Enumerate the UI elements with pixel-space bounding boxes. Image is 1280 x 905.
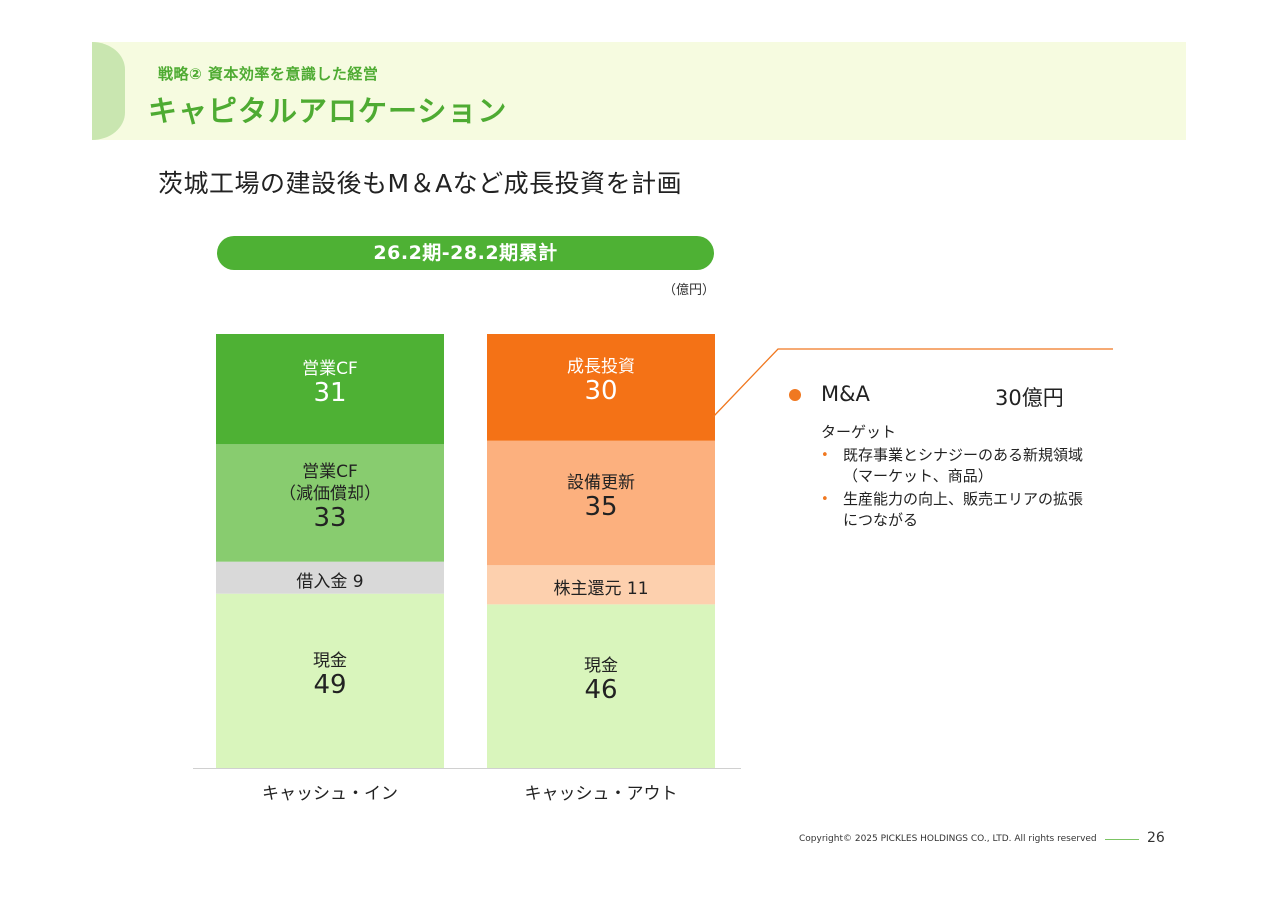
segment-value: 33 — [313, 502, 347, 533]
bar-segment — [216, 444, 444, 562]
bar-segment — [487, 334, 715, 441]
segment-name: 現金 — [584, 656, 618, 677]
ma-value: 30億円 — [995, 386, 1064, 410]
headline: 茨城工場の建設後もM＆Aなど成長投資を計画 — [158, 169, 683, 198]
bar-segment — [487, 604, 715, 768]
segment-value: 30 — [584, 376, 618, 407]
segment-name: 現金 — [313, 650, 347, 671]
segment-value: 46 — [584, 675, 618, 706]
target-item: 生産能力の向上、販売エリアの拡張 につながる — [843, 490, 1084, 529]
bar-segment — [487, 565, 715, 605]
target-bullet-icon: • — [821, 492, 829, 507]
segment-value: 35 — [584, 491, 618, 522]
segment-value: 49 — [313, 669, 347, 700]
bar-segment — [487, 440, 715, 566]
period-pill: 26.2期-28.2期累計 — [217, 236, 714, 270]
bar-segment — [216, 593, 444, 768]
segment-name: 営業CF （減価償却） — [279, 461, 381, 504]
ma-label: M&A — [821, 382, 870, 406]
segment-label: 借入金 9 — [296, 571, 364, 592]
bar-segment — [216, 334, 444, 445]
segment-name: 営業CF — [302, 359, 358, 380]
segment-name: 成長投資 — [567, 357, 635, 378]
target-label: ターゲット — [821, 423, 897, 441]
segment-label: 株主還元 11 — [553, 578, 649, 599]
header-accent-arc — [92, 42, 125, 140]
callout-connector — [713, 348, 1113, 418]
ma-bullet-icon — [789, 389, 801, 401]
page-number: 26 — [1147, 830, 1165, 846]
footer-divider — [1105, 839, 1139, 840]
category-label: キャッシュ・イン — [262, 784, 398, 804]
target-item: 既存事業とシナジーのある新規領域 （マーケット、商品） — [843, 446, 1084, 485]
header-band — [92, 42, 1186, 140]
section-subtitle: 戦略② 資本効率を意識した経営 — [158, 65, 379, 83]
footer-copyright: Copyright© 2025 PICKLES HOLDINGS CO., LT… — [799, 834, 1097, 844]
category-label: キャッシュ・アウト — [524, 784, 678, 804]
page-title: キャピタルアロケーション — [148, 94, 508, 128]
segment-name: 設備更新 — [567, 472, 635, 493]
target-bullet-icon: • — [821, 448, 829, 463]
segment-value: 31 — [313, 378, 347, 409]
bar-segment — [216, 561, 444, 594]
unit-label: （億円） — [663, 283, 716, 298]
